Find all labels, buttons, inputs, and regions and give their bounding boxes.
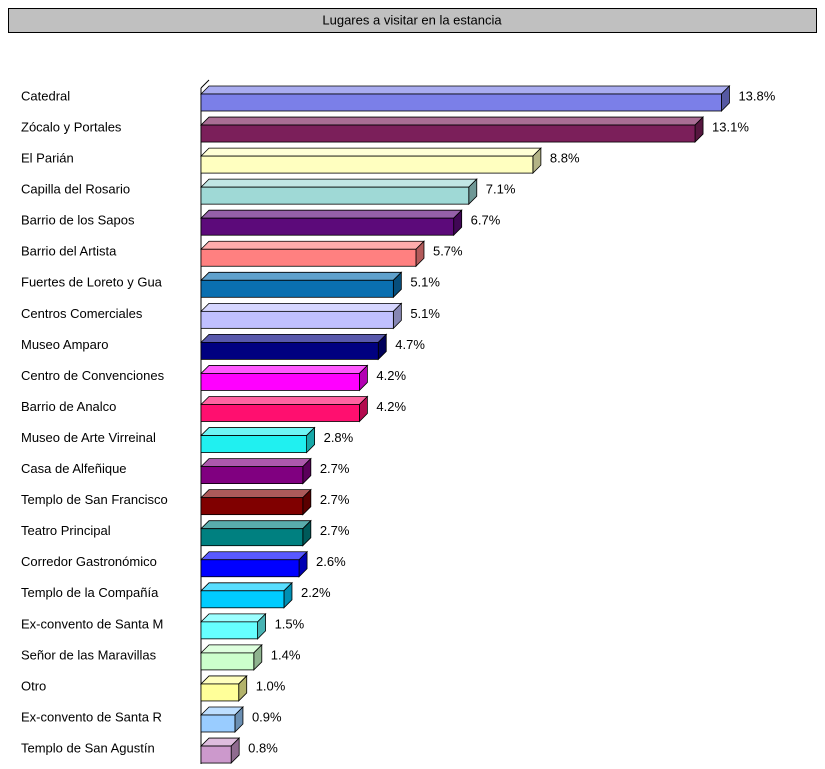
value-label: 5.7% (433, 244, 463, 259)
bar (200, 714, 236, 733)
category-label: El Parián (21, 151, 74, 166)
category-label: Barrio de Analco (21, 399, 116, 414)
bar-top (200, 302, 403, 312)
axis-wall (200, 79, 210, 89)
category-label: Templo de la Compañía (21, 585, 159, 600)
bar-top (200, 458, 312, 468)
bar (200, 155, 534, 174)
value-label: 7.1% (486, 182, 516, 197)
category-label: Museo de Arte Virreinal (21, 430, 156, 445)
category-labels: Catedral Zócalo y Portales El Parián Capill… (21, 88, 168, 755)
bar (200, 217, 455, 236)
value-label: 0.8% (248, 740, 278, 755)
bar (200, 93, 722, 112)
bar (200, 559, 300, 578)
title-bar (8, 8, 817, 33)
value-label: 8.8% (550, 151, 580, 166)
value-label: 13.8% (738, 88, 775, 103)
bar (200, 248, 417, 267)
bar-top (200, 209, 463, 219)
value-label: 2.6% (316, 554, 346, 569)
category-label: Corredor Gastronómico (21, 554, 157, 569)
bar-top (200, 520, 312, 530)
value-label: 2.7% (320, 492, 350, 507)
bar (200, 186, 470, 205)
bar (200, 435, 307, 453)
category-label: Capilla del Rosario (21, 182, 130, 197)
category-label: Barrio del Artista (21, 244, 117, 259)
bar-top (200, 85, 731, 95)
value-label: 2.7% (320, 461, 350, 476)
category-label: Casa de Alfeñique (21, 461, 127, 476)
bar-top (200, 333, 388, 343)
category-label: Templo de San Francisco (21, 492, 168, 507)
bar-top (200, 178, 478, 188)
category-label: Ex-convento de Santa M (21, 616, 163, 631)
bar (200, 404, 360, 422)
bar-top (200, 489, 312, 499)
category-label: Barrio de los Sapos (21, 213, 135, 228)
category-label: Templo de San Agustín (21, 740, 155, 755)
bar (200, 466, 304, 485)
bar-top (200, 427, 316, 436)
bar (200, 621, 258, 640)
category-label: Centros Comerciales (21, 306, 143, 321)
value-label: 1.5% (275, 616, 305, 631)
value-label: 6.7% (471, 213, 501, 228)
value-label: 13.1% (712, 119, 749, 134)
category-label: Fuertes de Loreto y Gua (21, 275, 163, 290)
bar (200, 683, 240, 702)
value-label: 1.0% (256, 678, 286, 693)
category-label: Zócalo y Portales (21, 119, 122, 134)
value-label: 4.2% (376, 368, 406, 383)
value-label: 0.9% (252, 709, 282, 724)
value-label: 2.8% (324, 430, 354, 445)
value-label: 4.7% (395, 337, 425, 352)
category-label: Centro de Convenciones (21, 368, 165, 383)
bar-top (200, 240, 425, 250)
bar (200, 373, 360, 391)
bar-top (200, 582, 293, 592)
bar (200, 745, 232, 764)
bar (200, 310, 394, 329)
bar-top (200, 551, 309, 561)
bar (200, 279, 394, 298)
bar (200, 652, 255, 671)
value-label: 5.1% (410, 306, 440, 321)
bar (200, 341, 379, 360)
category-label: Otro (21, 678, 46, 693)
bar-top (200, 116, 705, 126)
chart-title: Lugares a visitar en la estancia (322, 12, 502, 27)
bar (200, 590, 285, 609)
value-label: 5.1% (410, 275, 440, 290)
bar-top (200, 271, 403, 281)
value-label: 1.4% (271, 647, 301, 662)
category-label: Teatro Principal (21, 523, 111, 538)
category-label: Señor de las Maravillas (21, 647, 157, 662)
category-label: Ex-convento de Santa R (21, 709, 162, 724)
bar-top (200, 365, 369, 374)
bar (200, 497, 304, 516)
value-label: 4.2% (376, 399, 406, 414)
bar (200, 528, 304, 547)
category-label: Catedral (21, 88, 70, 103)
category-label: Museo Amparo (21, 337, 108, 352)
value-label: 2.2% (301, 585, 331, 600)
bar-top (200, 644, 263, 654)
bar-top (200, 147, 542, 157)
bar-top (200, 396, 369, 405)
bar-top (200, 613, 267, 623)
value-label: 2.7% (320, 523, 350, 538)
bar (200, 124, 696, 143)
